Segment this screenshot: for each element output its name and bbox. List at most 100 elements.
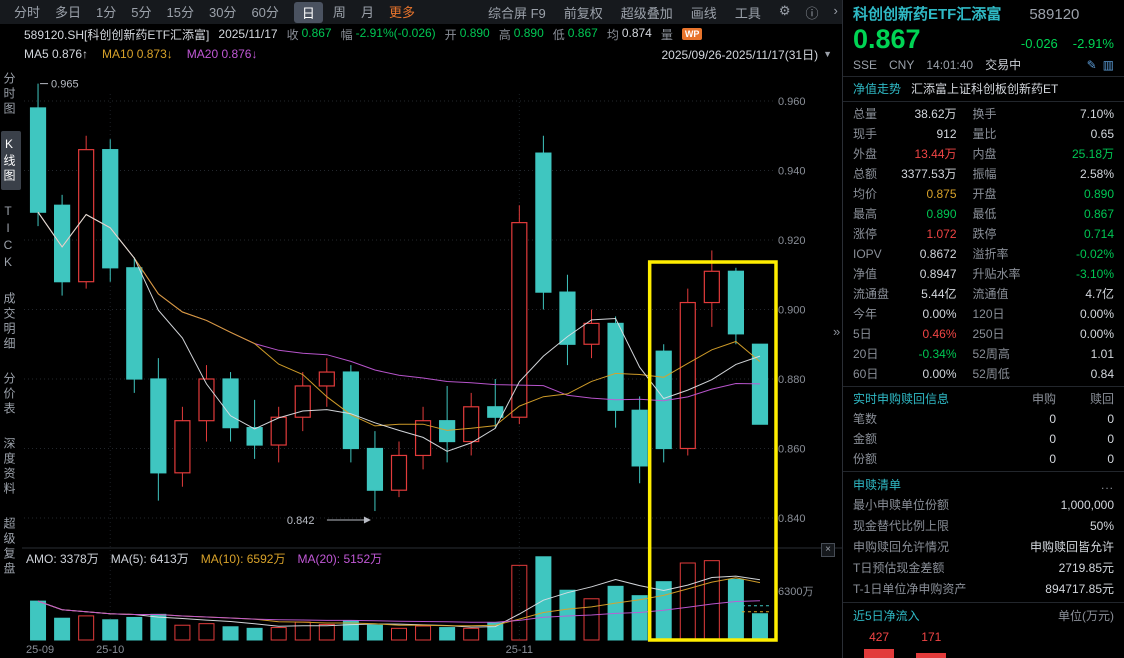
svg-text:0.880: 0.880 [778, 374, 806, 386]
stat-cell: 内盘 [972, 147, 997, 161]
stat-cell: 52周高 [972, 347, 1010, 361]
settings-icon[interactable]: ⚙ [778, 2, 791, 18]
period-tab-月[interactable]: 月 [360, 4, 374, 20]
field-label: 收 [286, 27, 299, 42]
svg-text:0.842: 0.842 [287, 515, 315, 527]
price-change-pct: -2.91% [1072, 36, 1114, 51]
stat-cell: 0.00% [1079, 307, 1114, 321]
stat-cell: 流通盘 [853, 287, 890, 301]
nav-row: 净值走势 汇添富上证科创板创新药ET [843, 76, 1124, 101]
panel-collapse-arrow[interactable]: » [833, 324, 841, 339]
stat-row: 20日 -0.34% 52周高 1.01 [853, 344, 1114, 364]
close-icon[interactable]: × [821, 543, 835, 557]
chart-panel-icon[interactable]: ▥ [1102, 57, 1114, 72]
sidebar-item-成交明细[interactable]: 成交明细 [2, 292, 16, 352]
svg-text:6300万: 6300万 [778, 586, 813, 598]
stat-cell: 净值 [853, 267, 878, 281]
field-value: 0.890 [513, 25, 544, 40]
stock-code: 589120 [1029, 6, 1080, 23]
more-button[interactable]: ... [1100, 478, 1114, 492]
stat-cell: 升贴水率 [972, 267, 1021, 281]
sidebar-item-TICK[interactable]: TICK [1, 204, 15, 272]
field-label: 低 [552, 27, 565, 42]
flow-day-bar: 171 [905, 628, 957, 658]
period-tab-多日[interactable]: 多日 [55, 4, 82, 20]
period-tab-1分[interactable]: 1分 [96, 4, 117, 20]
period-tab-分时[interactable]: 分时 [14, 4, 41, 20]
period-tab-更多[interactable]: 更多 [388, 4, 415, 20]
sidebar-item-K线图[interactable]: K线图 [1, 131, 21, 190]
field-value: -2.91%(-0.026) [355, 25, 436, 40]
stat-row: 最高 0.890 最低 0.867 [853, 204, 1114, 224]
stat-cell: 0.00% [922, 367, 957, 381]
stat-cell: 最低 [972, 207, 997, 221]
svg-text:0.960: 0.960 [778, 96, 806, 108]
stat-cell: 0.84 [1090, 367, 1114, 381]
amo-item: MA(10): 6592万 [200, 552, 286, 566]
period-tab-日[interactable]: 日 [293, 1, 323, 23]
view-sidebar: 分时图 K线图 TICK 成交明细分价表深度资料超级复盘 [0, 64, 22, 658]
period-tab-周[interactable]: 周 [332, 4, 346, 20]
symbol-text: 589120.SH[科创创新药ETF汇添富] [24, 27, 210, 42]
stat-cell: 0.00% [1079, 327, 1114, 341]
field-label: 开 [444, 27, 457, 42]
stat-row: 60日 0.00% 52周低 0.84 [853, 364, 1114, 384]
stat-cell: 0.875 [926, 187, 957, 201]
field-value: 0.874 [621, 25, 652, 40]
list-row: T日预估现金差额 2719.85元 [853, 561, 1114, 575]
stat-cell: 25.18万 [1071, 147, 1114, 161]
stat-cell: 0.890 [926, 207, 957, 221]
stat-row: 今年 0.00% 120日 0.00% [853, 304, 1114, 324]
nav-trend-link[interactable]: 净值走势 [853, 82, 902, 96]
subscribe-row: 金额 0 0 [853, 432, 1114, 446]
tool-前复权[interactable]: 前复权 [563, 5, 603, 21]
last-price: 0.867 [853, 24, 921, 54]
list-row: T-1日单位净申购资产 894717.85元 [853, 582, 1114, 596]
quote-header: 科创创新药ETF汇添富 589120 0.867 -0.026 -2.91% S… [843, 0, 1124, 76]
expand-icon[interactable]: › [833, 2, 838, 18]
stat-cell: 总量 [853, 107, 878, 121]
tool-工具[interactable]: 工具 [734, 5, 761, 21]
flow-day-bar [1010, 628, 1062, 658]
tool-画线[interactable]: 画线 [690, 5, 717, 21]
amo-item: AMO: 3378万 [26, 552, 99, 566]
list-row: 现金替代比例上限 50% [853, 519, 1114, 533]
subscribe-title: 实时申购赎回信息 [853, 392, 950, 406]
period-tab-60分[interactable]: 60分 [251, 4, 279, 20]
list-row: 最小申赎单位份额 1,000,000 [853, 498, 1114, 512]
stat-cell: 0.714 [1083, 227, 1114, 241]
edit-icon[interactable]: ✎ [1086, 57, 1097, 72]
date-range-selector[interactable]: 2025/09/26-2025/11/17(31日) ▼ [662, 46, 843, 63]
stat-cell: 120日 [972, 307, 1005, 321]
info-icon[interactable]: ⓘ [805, 5, 819, 21]
quote-time: 14:01:40 [926, 57, 974, 72]
toolbar-tools: 综合屏 F9 前复权 超级叠加 画线 工具 [488, 3, 779, 22]
price-change: -0.026 [1020, 36, 1058, 51]
stat-cell: -0.34% [918, 347, 957, 361]
tool-综合屏 F9[interactable]: 综合屏 F9 [487, 5, 546, 21]
field-value: 0.890 [459, 25, 490, 40]
redeem-list-section: 申赎清单 ... 最小申赎单位份额 1,000,000 现金替代比例上限 50% 申购赎… [843, 471, 1124, 602]
chevron-down-icon: ▼ [823, 49, 832, 59]
sidebar-item-深度资料[interactable]: 深度资料 [2, 437, 16, 497]
field-label: 幅 [340, 27, 353, 42]
svg-text:0.900: 0.900 [778, 305, 806, 317]
stat-cell: 5日 [853, 327, 872, 341]
period-tab-15分[interactable]: 15分 [166, 4, 194, 20]
stat-cell: 250日 [972, 327, 1005, 341]
stat-cell: 0.890 [1083, 187, 1114, 201]
stock-name: 科创创新药ETF汇添富 [853, 6, 1002, 23]
quote-panel: 科创创新药ETF汇添富 589120 0.867 -0.026 -2.91% S… [842, 0, 1124, 658]
sidebar-item-分价表[interactable]: 分价表 [2, 372, 16, 417]
stat-row: 总额 3377.53万 振幅 2.58% [853, 164, 1114, 184]
sidebar-item-超级复盘[interactable]: 超级复盘 [2, 517, 16, 577]
sidebar-item-分时图[interactable]: 分时图 [2, 72, 16, 117]
subscribe-col2: 赎回 [1089, 392, 1114, 406]
period-tab-5分[interactable]: 5分 [131, 4, 152, 20]
kline-volume-chart[interactable]: 0.960 0.940 0.920 0.900 0.880 0.860 0.840 6300万… [22, 64, 842, 658]
stat-row: 5日 0.46% 250日 0.00% [853, 324, 1114, 344]
stat-cell: -3.10% [1075, 267, 1114, 281]
period-tab-30分[interactable]: 30分 [208, 4, 237, 20]
tool-超级叠加[interactable]: 超级叠加 [620, 5, 673, 21]
